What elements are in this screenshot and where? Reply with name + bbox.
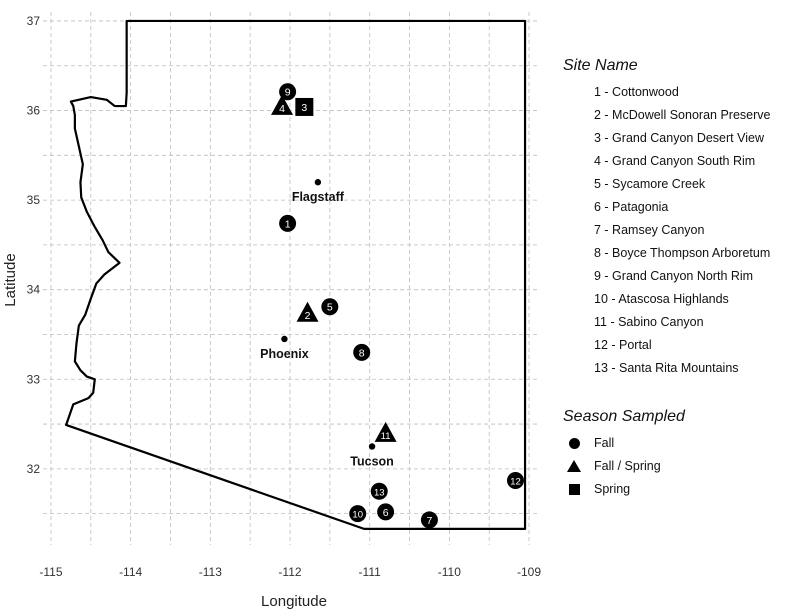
site-legend-item: 1 - Cottonwood <box>594 85 679 99</box>
site-legend-item: 8 - Boyce Thompson Arboretum <box>594 246 771 260</box>
y-tick-label: 35 <box>27 193 41 207</box>
y-tick-label: 36 <box>27 104 41 118</box>
site-legend-item: 12 - Portal <box>594 338 652 352</box>
y-axis-title: Latitude <box>2 253 19 306</box>
x-tick-label: -109 <box>517 565 541 579</box>
site-id-label: 5 <box>327 302 333 314</box>
site-circle <box>420 511 438 529</box>
site-id-label: 2 <box>305 310 311 322</box>
site-legend-item: 11 - Sabino Canyon <box>594 315 704 329</box>
y-tick-label: 32 <box>27 462 41 476</box>
site-marker-5: 5 <box>321 298 339 316</box>
season-legend-label: Fall / Spring <box>594 459 661 473</box>
season-legend-title: Season Sampled <box>563 408 685 425</box>
site-id-label: 4 <box>279 103 285 115</box>
state-outline <box>65 19 527 530</box>
site-marker-11: 11 <box>374 421 397 442</box>
site-id-label: 10 <box>352 510 363 521</box>
site-id-label: 13 <box>374 487 385 498</box>
season-legend-item: Fall / Spring <box>563 455 685 478</box>
site-marker-13: 13 <box>370 482 388 500</box>
y-tick-label: 37 <box>27 14 41 28</box>
site-legend-item: 6 - Patagonia <box>594 200 669 214</box>
site-marker-1: 1 <box>279 214 297 232</box>
site-legend-item: 4 - Grand Canyon South Rim <box>594 154 756 168</box>
site-id-label: 8 <box>359 347 365 359</box>
site-circle <box>279 214 297 232</box>
site-marker-2: 2 <box>296 301 319 322</box>
site-name-legend: Site Name 1 - Cottonwood 2 - McDowell Son… <box>563 57 770 380</box>
site-id-label: 11 <box>381 431 391 442</box>
site-marker-8: 8 <box>353 343 371 361</box>
site-marker-10: 10 <box>349 505 367 523</box>
season-legend-items: Fall Fall / Spring Spring <box>563 432 685 501</box>
site-id-label: 1 <box>285 218 291 230</box>
site-square <box>295 97 314 116</box>
season-legend-item: Spring <box>563 478 685 501</box>
y-tick-label: 34 <box>27 283 41 297</box>
site-legend-item: 5 - Sycamore Creek <box>594 177 706 191</box>
x-tick-label: -114 <box>119 565 142 579</box>
site-circle <box>353 343 371 361</box>
site-legend-item: 13 - Santa Rita Mountains <box>594 361 739 375</box>
site-legend-item: 10 - Atascosa Highlands <box>594 292 729 306</box>
x-axis-title: Longitude <box>261 593 327 609</box>
city-label: Flagstaff <box>292 190 345 204</box>
site-id-label: 12 <box>510 477 521 488</box>
site-circle <box>377 503 395 521</box>
city-dot <box>314 179 322 186</box>
site-triangle <box>271 94 294 115</box>
city-label: Tucson <box>350 454 394 468</box>
site-legend-title: Site Name <box>563 57 638 74</box>
site-marker-4: 4 <box>271 94 294 115</box>
season-legend-label: Fall <box>594 436 615 450</box>
site-legend-item: 2 - McDowell Sonoran Preserve <box>594 108 771 122</box>
site-id-label: 3 <box>301 102 307 114</box>
site-id-label: 7 <box>427 515 433 527</box>
x-tick-label: -113 <box>199 565 222 579</box>
triangle-icon <box>567 460 581 472</box>
site-marker-9: 9 <box>279 83 297 101</box>
site-circle <box>349 505 367 523</box>
season-legend: Season Sampled Fall Fall / Spring Spring <box>563 408 685 501</box>
city-markers: Flagstaff Phoenix Tucson <box>260 179 394 468</box>
x-tick-label: -112 <box>278 565 301 579</box>
site-id-label: 6 <box>383 507 389 519</box>
site-triangle <box>374 421 397 442</box>
x-tick-label: -115 <box>39 565 62 579</box>
circle-icon <box>569 438 580 449</box>
season-legend-item: Fall <box>563 432 685 455</box>
site-marker-12: 12 <box>506 472 524 490</box>
site-legend-item: 7 - Ramsey Canyon <box>594 223 705 237</box>
site-circle <box>321 298 339 316</box>
site-marker-6: 6 <box>377 503 395 521</box>
site-marker-3: 3 <box>295 97 314 116</box>
site-triangle <box>296 301 319 322</box>
y-tick-label: 33 <box>27 372 41 386</box>
site-circle <box>279 83 297 101</box>
site-circle <box>506 472 524 490</box>
city-label: Phoenix <box>260 347 309 361</box>
city-dot <box>281 335 288 343</box>
season-legend-label: Spring <box>594 482 631 496</box>
city-dot <box>368 443 376 450</box>
square-icon <box>569 484 580 495</box>
x-tick-label: -110 <box>438 565 461 579</box>
site-id-label: 9 <box>285 87 291 99</box>
x-tick-label: -111 <box>359 565 382 579</box>
site-legend-item: 3 - Grand Canyon Desert View <box>594 131 764 145</box>
site-legend-item: 9 - Grand Canyon North Rim <box>594 269 754 283</box>
site-legend-items: 1 - Cottonwood 2 - McDowell Sonoran Prese… <box>563 81 770 380</box>
arizona-boundary <box>65 19 527 530</box>
site-circle <box>370 482 388 500</box>
site-marker-7: 7 <box>420 511 438 529</box>
